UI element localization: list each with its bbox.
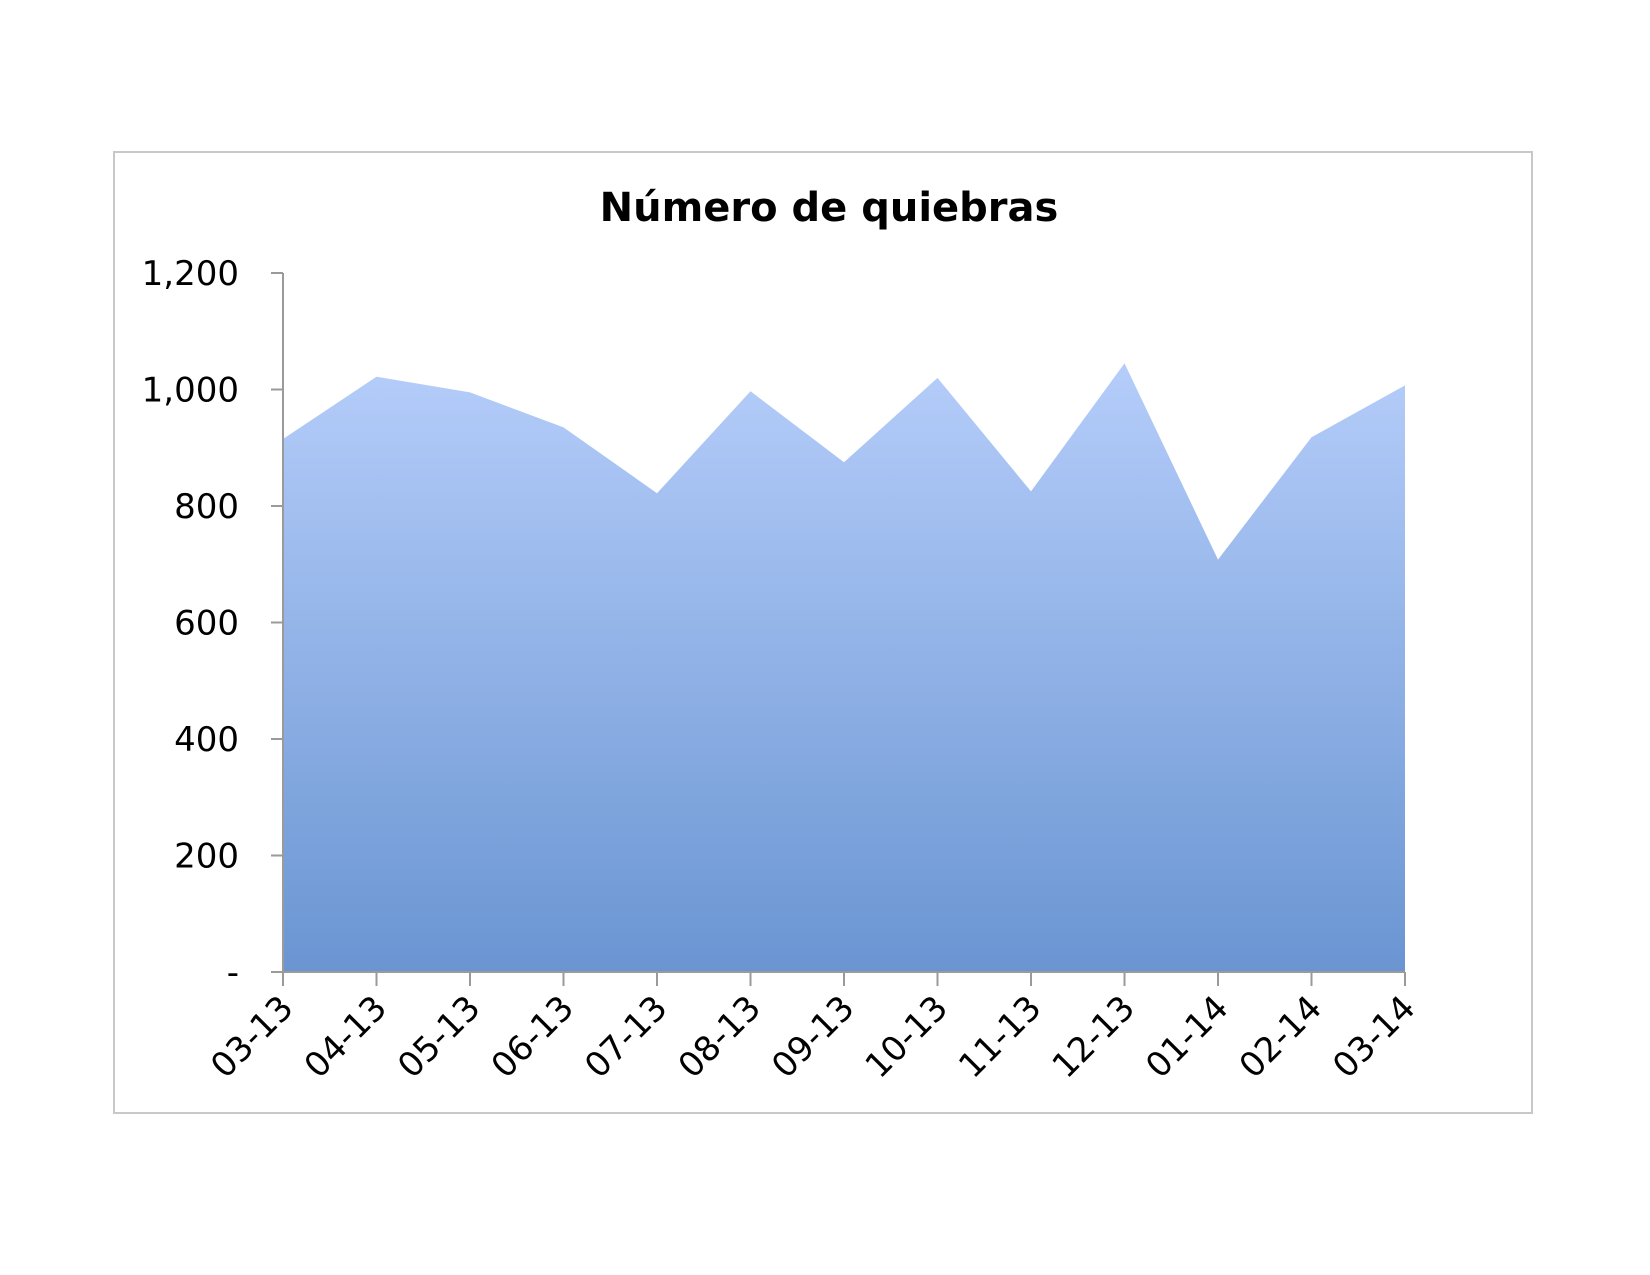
y-tick-label: 200 <box>174 837 239 877</box>
chart-svg: Número de quiebras - 200 400 600 800 1,000 1,2… <box>142 185 1424 1086</box>
chart-frame: Número de quiebras - 200 400 600 800 1,000 1,2… <box>113 151 1533 1114</box>
x-tick-label: 05-13 <box>390 988 488 1086</box>
x-tick-label: 10-13 <box>858 988 956 1086</box>
y-tick-label: 1,000 <box>142 371 239 411</box>
x-tick-label: 01-14 <box>1138 988 1236 1086</box>
x-tick-label: 12-13 <box>1045 988 1143 1086</box>
y-tick-label: 1,200 <box>142 254 239 294</box>
y-tick-label: 800 <box>174 487 239 527</box>
x-tick-label: 06-13 <box>484 988 582 1086</box>
y-tick-label: 600 <box>174 604 239 644</box>
chart-title: Número de quiebras <box>600 185 1059 231</box>
x-tick-label: 08-13 <box>671 988 769 1086</box>
y-tick-label: - <box>227 953 239 993</box>
x-tick-label: 07-13 <box>577 988 675 1086</box>
x-tick-label: 09-13 <box>764 988 862 1086</box>
axes <box>271 272 1406 986</box>
x-tick-label: 03-13 <box>203 988 301 1086</box>
area-series <box>283 363 1405 972</box>
x-tick-label: 03-14 <box>1325 988 1423 1086</box>
x-tick-label: 02-14 <box>1232 988 1330 1086</box>
y-tick-label: 400 <box>174 720 239 760</box>
plot-area <box>283 363 1405 972</box>
x-tick-label: 11-13 <box>951 988 1049 1086</box>
x-tick-label: 04-13 <box>297 988 395 1086</box>
